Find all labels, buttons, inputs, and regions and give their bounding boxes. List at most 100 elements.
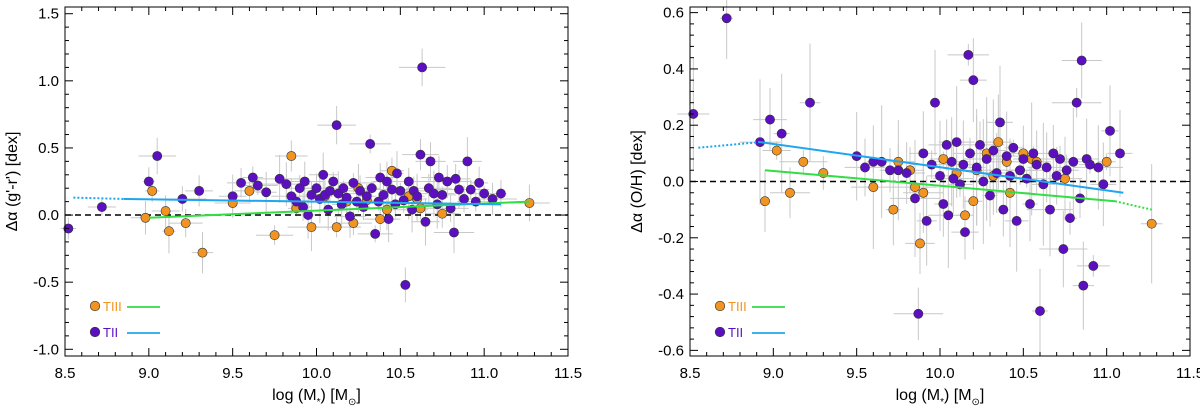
fit-line-tii: [123, 197, 501, 206]
fit-line-tii: [759, 141, 1124, 194]
data-point-tii: [995, 117, 1005, 128]
data-point-tii: [143, 176, 154, 187]
data-point-tii: [361, 191, 372, 202]
data-point-tii: [1031, 159, 1042, 170]
data-point-tii: [765, 114, 775, 125]
data-point-tii: [479, 188, 490, 199]
legend-marker-tiii: [714, 300, 726, 312]
data-point-tii: [152, 151, 163, 161]
data-point-tii: [433, 172, 444, 183]
data-point-tii: [1065, 213, 1075, 223]
data-point-tiii: [888, 204, 899, 215]
data-point-tii: [366, 183, 377, 194]
data-point-tii: [971, 162, 982, 173]
legend-label-tiii: TIII: [728, 299, 747, 314]
data-point-tii: [392, 168, 402, 179]
data-point-tii: [1015, 165, 1025, 176]
data-point-tii: [338, 183, 349, 194]
data-point-tiii: [960, 210, 970, 221]
data-point-tii: [1058, 244, 1069, 254]
data-point-tiii: [798, 156, 809, 167]
data-point-tii: [331, 120, 342, 131]
data-point-tii: [294, 183, 305, 194]
y-tick-label: 0.0: [38, 207, 59, 224]
data-point-tii: [328, 176, 339, 187]
data-point-tii: [1078, 280, 1089, 291]
data-point-tii: [311, 183, 322, 194]
data-point-tii: [341, 192, 352, 203]
data-point-tii: [1018, 154, 1029, 164]
data-point-tii: [1098, 179, 1109, 190]
left-scatter-panel: 8.5 9.0 9.5 10.0 10.5 11.0 11.5 -1.0 -0.5 0.0 0.5 1…: [4, 6, 582, 408]
data-point-tiii: [147, 185, 158, 196]
data-point-tii: [910, 193, 920, 204]
fit-line-extrapolated-tiii: [1114, 200, 1152, 211]
data-point-tii: [261, 187, 272, 198]
data-point-tii: [1048, 148, 1059, 159]
data-point-tiii: [269, 230, 280, 241]
fit-line-extrapolated-tii: [73, 196, 124, 200]
error-bars: [677, 0, 1163, 354]
data-point-tii: [1028, 148, 1039, 159]
data-point-tii: [901, 168, 912, 178]
series-tiii: [760, 137, 1157, 249]
data-point-tii: [805, 97, 815, 108]
fit-line-tiii: [764, 169, 1116, 203]
data-point-tii: [365, 139, 376, 149]
data-point-tii: [348, 177, 359, 188]
data-point-tii: [1093, 162, 1104, 173]
data-point-tiii: [140, 212, 151, 223]
data-point-tii: [345, 211, 355, 222]
data-point-tii: [387, 184, 397, 195]
data-point-tii: [465, 184, 476, 195]
data-point-tii: [860, 162, 870, 173]
data-point-tiii: [1101, 156, 1112, 167]
data-point-tii: [378, 190, 389, 200]
data-point-tii: [412, 191, 422, 202]
data-point-tii: [893, 165, 904, 176]
data-point-tiii: [868, 182, 879, 193]
data-point-tii: [943, 210, 954, 221]
data-point-tii: [948, 173, 959, 184]
data-point-tiii: [437, 208, 448, 219]
data-point-tii: [299, 176, 310, 187]
data-point-tii: [1115, 148, 1125, 159]
data-point-tii: [462, 156, 473, 167]
legend-marker-tiii: [89, 300, 101, 312]
data-point-tii: [941, 140, 952, 150]
data-point-tii: [459, 194, 469, 204]
x-tick-label: 9.5: [222, 365, 243, 382]
data-point-tii: [96, 202, 107, 212]
legend: TIII TII: [89, 299, 160, 340]
data-point-tii: [306, 190, 317, 200]
data-point-tii: [474, 177, 485, 188]
data-point-tii: [1076, 55, 1087, 66]
data-point-tii: [1035, 306, 1045, 316]
x-tick-label: 11.5: [1176, 365, 1200, 382]
data-point-tii: [428, 188, 439, 199]
data-point-tii: [1068, 156, 1079, 167]
data-point-tiii: [1146, 218, 1157, 229]
data-point-tii: [1055, 154, 1065, 164]
data-point-tiii: [331, 222, 342, 233]
data-point-tii: [415, 149, 426, 160]
x-tick-label: 10.5: [1009, 365, 1038, 382]
x-tick-label: 9.0: [138, 365, 159, 382]
fit-line-extrapolated-tii: [698, 141, 761, 149]
data-point-tii: [274, 173, 285, 184]
data-point-tii: [1011, 216, 1022, 226]
data-point-tii: [776, 128, 787, 139]
y-tick-label: -0.2: [658, 230, 684, 247]
data-point-tii: [370, 228, 381, 239]
y-tick-label: -0.6: [658, 342, 684, 359]
legend-marker-tii: [89, 326, 101, 338]
data-point-tiii: [918, 187, 929, 198]
data-point-tii: [450, 173, 461, 184]
data-point-tii: [921, 216, 932, 226]
data-point-tii: [946, 156, 957, 167]
x-tick-label: 8.5: [680, 365, 701, 382]
data-point-tii: [935, 170, 945, 181]
data-point-tiii: [938, 154, 949, 164]
data-point-tii: [358, 202, 369, 212]
